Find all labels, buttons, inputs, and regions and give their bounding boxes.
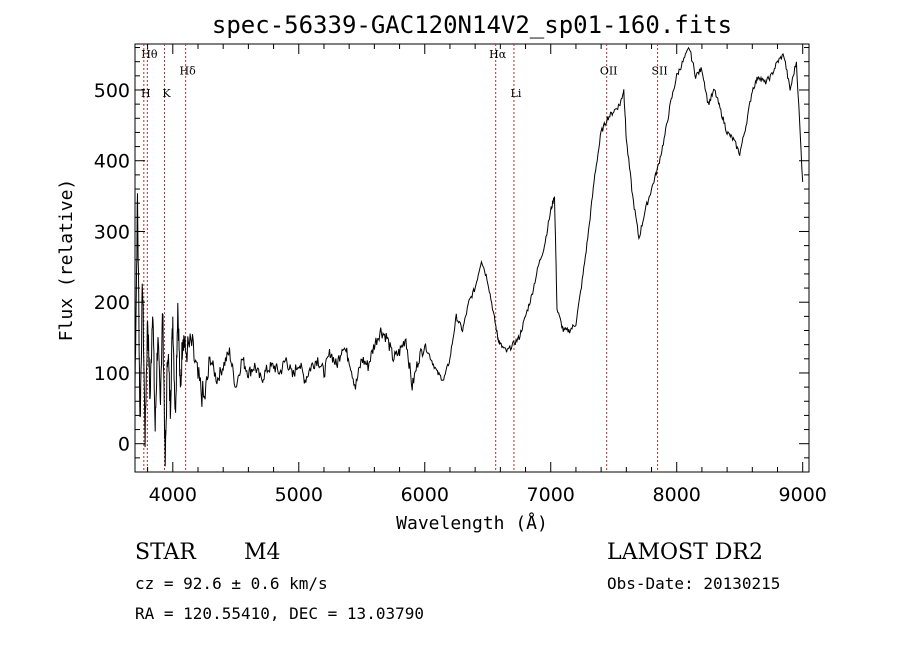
y-axis-label: Flux (relative) <box>56 179 77 342</box>
x-axis-label: Wavelength (Å) <box>396 512 548 534</box>
x-tick-label: 4000 <box>149 484 197 506</box>
y-tick-label: 100 <box>94 363 130 385</box>
y-tick-label: 500 <box>94 80 130 102</box>
x-tick-label: 5000 <box>275 484 323 506</box>
spectrum-line <box>134 46 804 467</box>
spectral-line-label: Hθ <box>141 48 158 61</box>
x-tick-label: 8000 <box>653 484 701 506</box>
object-subclass: M4 <box>244 540 281 565</box>
plot-frame <box>134 43 810 473</box>
spectral-line-label: Hδ <box>180 64 197 77</box>
spectral-line-label: K <box>162 87 171 100</box>
object-class: STAR <box>135 540 196 565</box>
spectral-line-label: OII <box>600 64 618 77</box>
axis-ticks: 4000 5000 6000 7000 8000 9000 0 100 200 300 400 500 <box>94 44 827 506</box>
survey-name: LAMOST DR2 <box>607 540 763 565</box>
observation-date: Obs-Date: 20130215 <box>607 574 781 593</box>
spectral-line-label: H <box>141 87 151 100</box>
chart-title: spec-56339-GAC120N14V2_sp01-160.fits <box>212 11 732 39</box>
coordinates: RA = 120.55410, DEC = 13.03790 <box>135 604 424 623</box>
spectrum-series <box>134 46 804 467</box>
redshift-value: cz = 92.6 ± 0.6 km/s <box>135 574 328 593</box>
x-tick-label: 7000 <box>527 484 575 506</box>
spectral-line-markers: Hθ H K Hδ Hα Li OII SII <box>141 44 668 472</box>
x-tick-label: 9000 <box>779 484 827 506</box>
y-tick-label: 0 <box>118 434 130 456</box>
spectral-line-label: SII <box>651 64 667 77</box>
y-tick-label: 300 <box>94 221 130 243</box>
y-tick-label: 200 <box>94 292 130 314</box>
y-tick-label: 400 <box>94 151 130 173</box>
spectral-line-label: Li <box>511 87 522 100</box>
x-tick-label: 6000 <box>401 484 449 506</box>
spectral-line-label: Hα <box>489 48 507 61</box>
